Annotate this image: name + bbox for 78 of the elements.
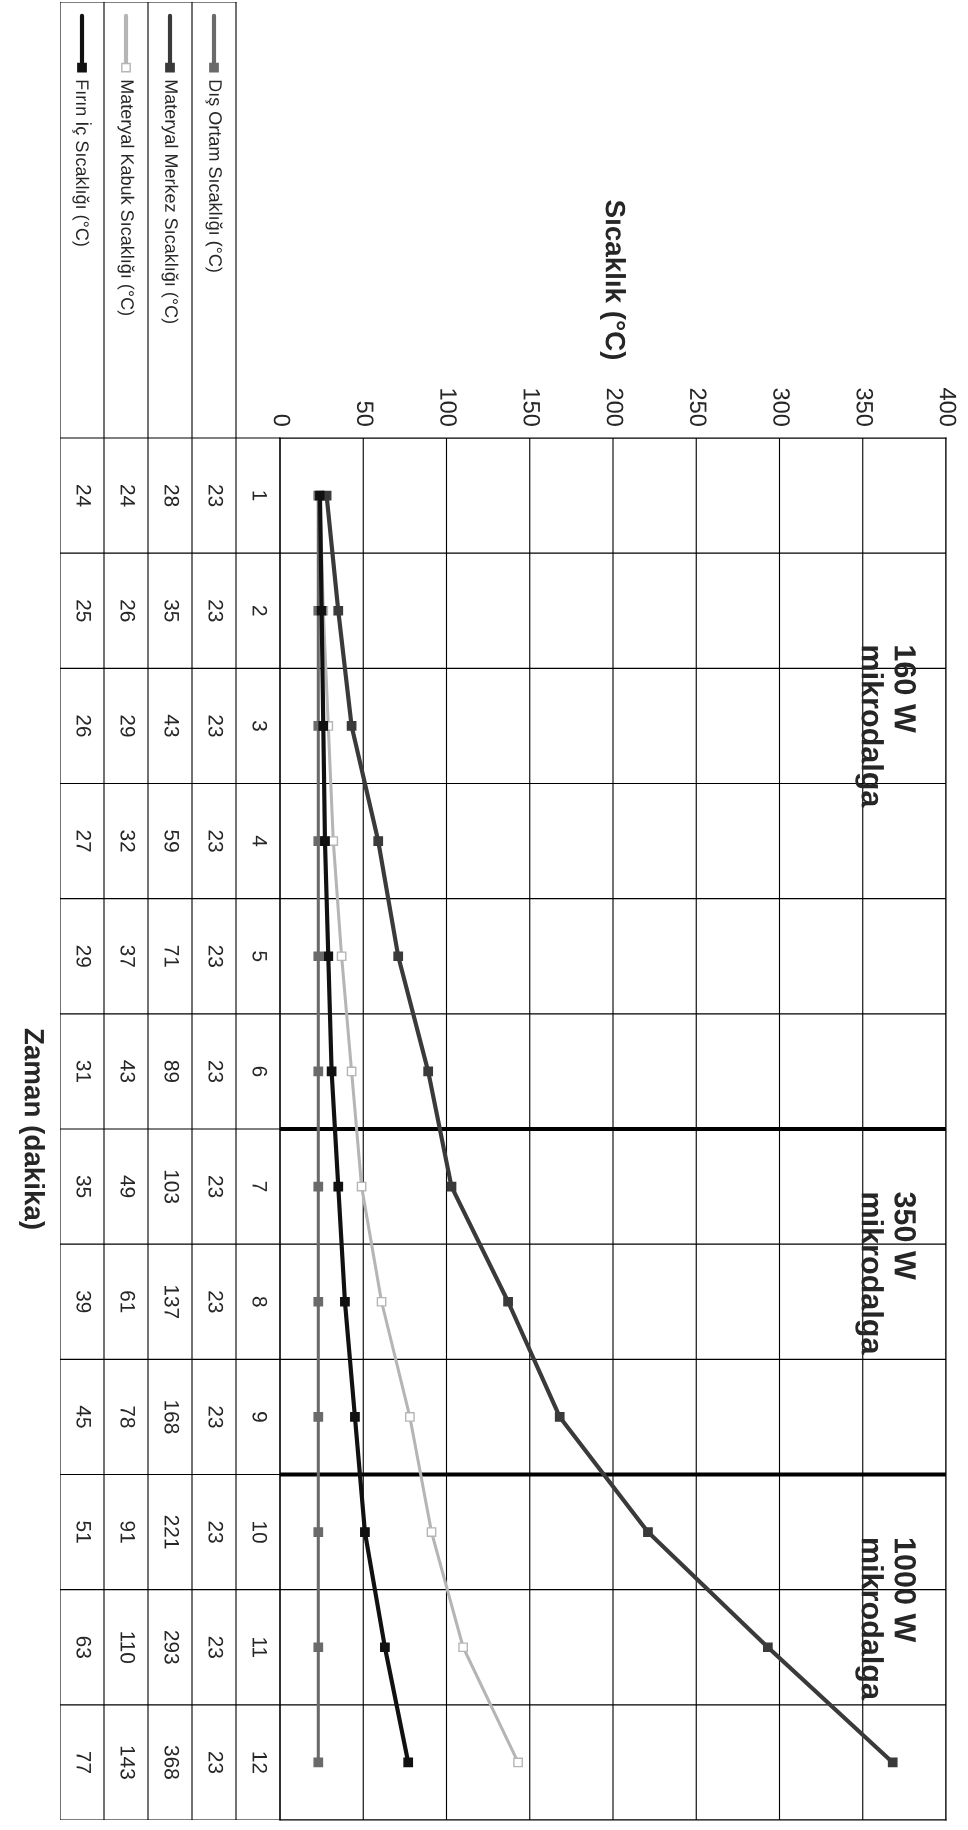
legend-label: Dış Ortam Sıcaklığı (°C) xyxy=(205,80,223,272)
x-tick-label: 350 xyxy=(856,388,874,426)
x-tick-label: 50 xyxy=(356,401,374,426)
data-label: 103 xyxy=(164,1170,180,1204)
data-label: 26 xyxy=(120,600,136,622)
annotation: 160 W mikrodalga xyxy=(855,646,917,808)
y-tick-label: 7 xyxy=(252,1181,267,1192)
y-tick-label: 11 xyxy=(252,1638,267,1658)
data-label: 23 xyxy=(208,715,224,737)
y-tick-label: 1 xyxy=(252,491,267,501)
data-label: 23 xyxy=(208,1291,224,1313)
data-label: 78 xyxy=(120,1406,136,1428)
x-tick-label: 100 xyxy=(440,389,457,426)
y-tick-label: 10 xyxy=(252,1522,268,1543)
y-tick-label: 5 xyxy=(252,951,267,962)
x-tick-label: 250 xyxy=(689,388,707,426)
data-label: 368 xyxy=(164,1745,180,1779)
y-tick-label: 12 xyxy=(252,1752,268,1773)
data-label: 293 xyxy=(164,1630,180,1664)
data-label: 63 xyxy=(76,1636,92,1658)
data-label: 23 xyxy=(208,600,224,622)
text: Sıcaklık (°C) xyxy=(600,200,626,360)
data-label: 29 xyxy=(120,715,136,737)
legend-label: Materyal Merkez Sıcaklığı (°C) xyxy=(161,80,179,324)
y-tick-label: 2 xyxy=(252,606,268,616)
data-label: 221 xyxy=(164,1515,180,1549)
data-label: 89 xyxy=(164,1060,180,1083)
data-label: 71 xyxy=(164,945,179,967)
data-label: 23 xyxy=(208,1521,224,1543)
data-label: 35 xyxy=(76,1175,92,1198)
annotation: 1000 W mikrodalga xyxy=(855,1538,917,1701)
data-label: 35 xyxy=(164,599,180,622)
data-label: 23 xyxy=(208,485,224,507)
data-label: 77 xyxy=(76,1751,91,1773)
legend-label: Materyal Kabuk Sıcaklığı (°C) xyxy=(117,80,135,316)
data-label: 91 xyxy=(120,1521,136,1543)
y-tick-label: 9 xyxy=(252,1412,268,1422)
data-label: 137 xyxy=(164,1285,180,1319)
data-label: 45 xyxy=(76,1405,91,1428)
data-label: 23 xyxy=(208,1060,224,1083)
data-label: 23 xyxy=(208,1751,224,1774)
data-label: 39 xyxy=(76,1290,92,1313)
data-label: 23 xyxy=(208,1176,224,1198)
legend-label: Fırın İç Sıcaklığı (°C) xyxy=(72,80,92,246)
data-label: 51 xyxy=(76,1521,91,1543)
y-tick-label: 6 xyxy=(252,1066,268,1077)
x-tick-label: 300 xyxy=(773,388,790,426)
y-tick-label: 8 xyxy=(252,1296,268,1307)
data-label: 49 xyxy=(120,1175,136,1198)
data-label: 110 xyxy=(120,1632,136,1664)
x-tick-label: 200 xyxy=(606,388,624,426)
y-tick-label: 4 xyxy=(252,835,267,847)
data-label: 43 xyxy=(120,1060,136,1083)
data-label: 32 xyxy=(120,830,136,852)
data-label: 23 xyxy=(208,830,224,852)
data-label: 25 xyxy=(76,600,92,622)
data-label: 23 xyxy=(208,1636,224,1658)
data-label: 23 xyxy=(208,1406,224,1428)
data-label: 168 xyxy=(164,1401,180,1434)
data-label: 23 xyxy=(208,945,224,967)
data-label: 59 xyxy=(164,830,180,852)
data-label: 26 xyxy=(76,715,92,737)
x-tick-label: 150 xyxy=(523,389,541,426)
data-label: 27 xyxy=(76,830,92,852)
x-tick-label: 400 xyxy=(939,388,957,426)
data-label: 28 xyxy=(164,485,180,507)
x-tick-label: 0 xyxy=(273,414,291,426)
data-label: 24 xyxy=(76,485,92,507)
data-label: 37 xyxy=(120,945,136,967)
y-tick-label: 3 xyxy=(252,720,268,731)
data-label: 61 xyxy=(120,1291,136,1313)
text: Zaman (dakika) xyxy=(19,1028,45,1229)
data-label: 143 xyxy=(120,1746,136,1779)
data-label: 29 xyxy=(76,945,92,967)
annotation: 350 W mikrodalga xyxy=(855,1192,917,1355)
data-label: 43 xyxy=(164,714,180,737)
data-label: 24 xyxy=(120,485,136,507)
data-label: 31 xyxy=(76,1060,92,1082)
